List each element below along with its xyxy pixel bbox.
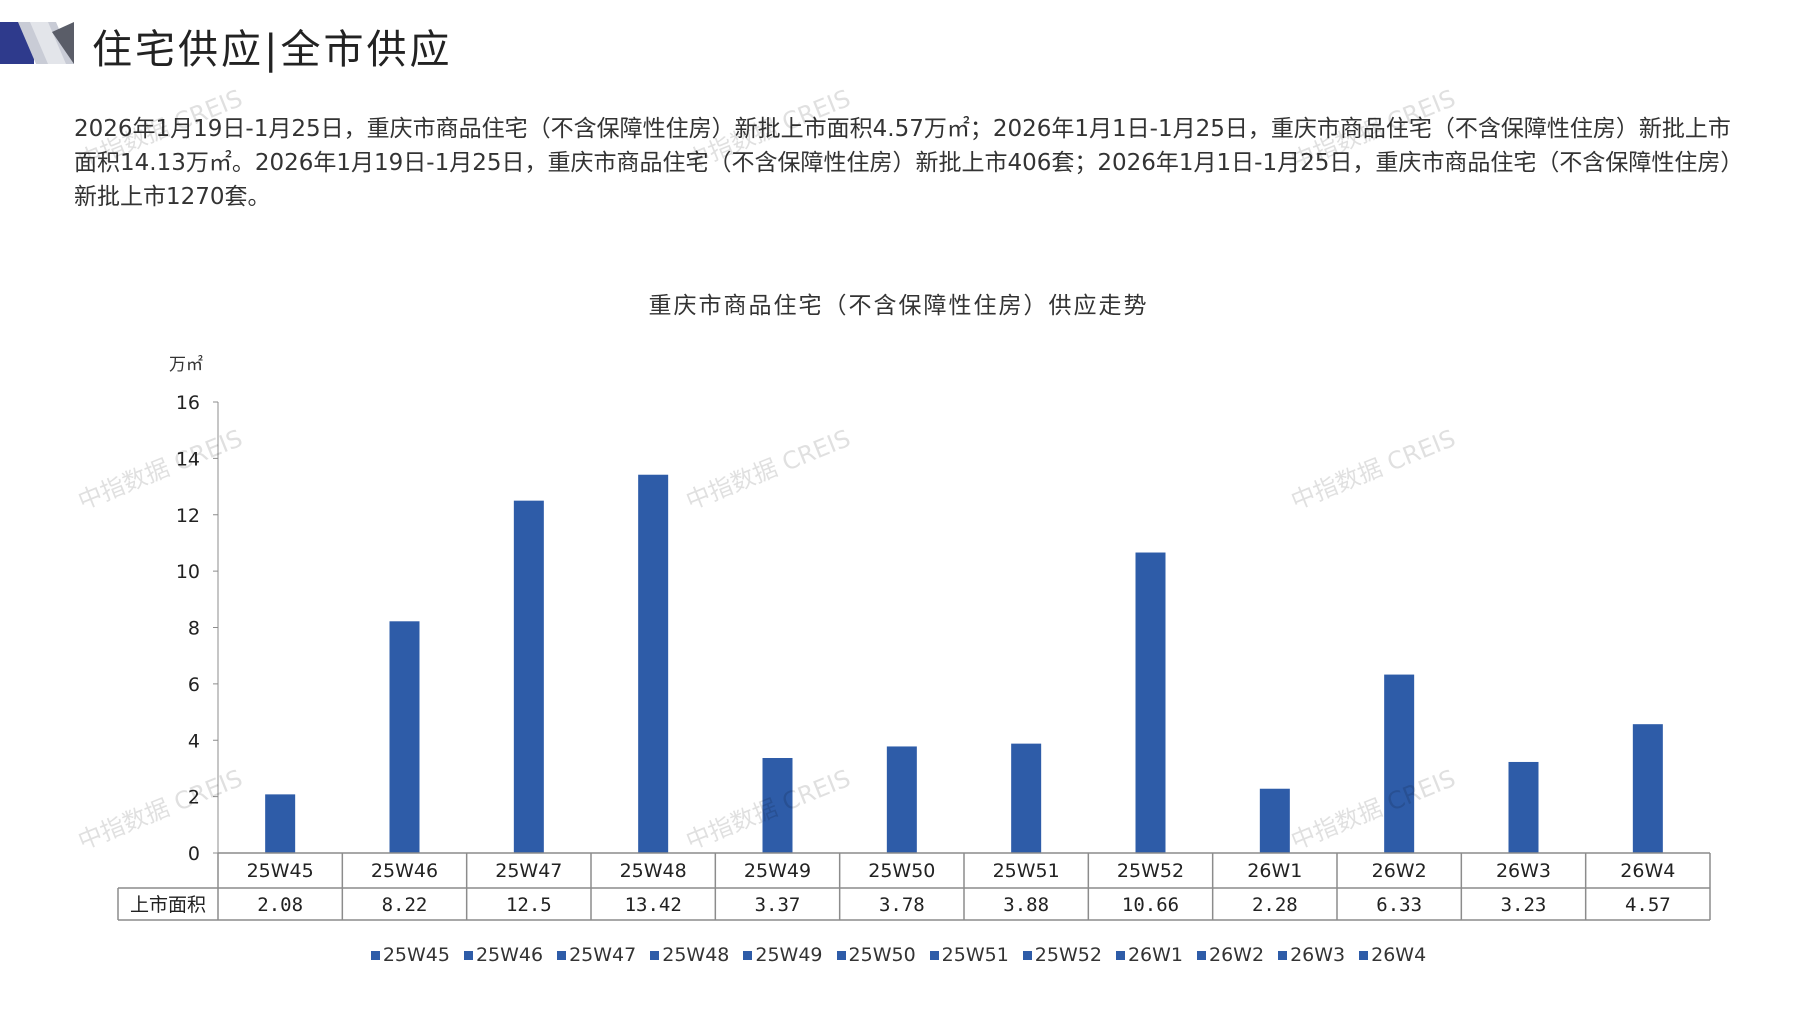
legend-item: 25W49	[743, 944, 823, 966]
bar-25w46	[389, 621, 420, 853]
bar-26w2	[1384, 674, 1415, 853]
legend-swatch-icon	[1115, 951, 1125, 960]
legend-label: 25W51	[941, 944, 1009, 966]
legend-label: 25W45	[382, 944, 450, 966]
x-tick-label: 25W46	[371, 860, 438, 882]
y-tick-label: 0	[188, 843, 200, 865]
chart-title: 重庆市商品住宅（不含保障性住房）供应走势	[648, 293, 1149, 319]
y-tick-label: 6	[188, 674, 200, 696]
bar-25w45	[265, 794, 296, 853]
table-series-label: 上市面积	[130, 894, 206, 916]
legend-swatch-icon	[1197, 951, 1206, 960]
data-label: 6.33	[1376, 894, 1422, 916]
legend-label: 25W49	[755, 944, 823, 966]
data-label: 4.57	[1625, 894, 1671, 916]
y-tick-label: 4	[188, 730, 200, 752]
legend-item: 25W48	[650, 944, 729, 966]
x-tick-label: 25W51	[993, 860, 1060, 882]
bar-25w49	[762, 758, 793, 853]
bar-25w51	[1011, 743, 1042, 853]
legend-item: 25W46	[463, 944, 544, 966]
bar-25w47	[513, 500, 544, 853]
x-tick-label: 25W50	[868, 860, 935, 882]
data-label: 2.08	[257, 894, 303, 916]
legend-label: 25W48	[662, 944, 730, 966]
bar-25w50	[886, 746, 917, 853]
y-tick-label: 8	[188, 618, 200, 640]
legend-swatch-icon	[1278, 951, 1288, 960]
legend-item: 25W51	[929, 944, 1009, 966]
logo-icon	[0, 22, 74, 64]
bar-25w48	[638, 474, 669, 853]
bar-26w3	[1508, 761, 1539, 853]
legend-swatch-icon	[370, 951, 380, 960]
data-label: 13.42	[625, 894, 682, 916]
y-tick-label: 14	[176, 448, 200, 470]
x-tick-label: 25W45	[247, 860, 314, 882]
x-tick-label: 26W4	[1620, 860, 1675, 882]
header: 住宅供应|全市供应	[0, 22, 600, 78]
legend-item: 25W50	[836, 944, 916, 966]
legend-swatch-icon	[929, 951, 939, 960]
legend-label: 25W52	[1034, 944, 1102, 966]
page-title: 住宅供应|全市供应	[92, 27, 453, 73]
legend-label: 26W2	[1209, 944, 1265, 966]
y-tick-label: 2	[188, 787, 200, 809]
data-label: 3.78	[879, 894, 925, 916]
legend-item: 25W47	[557, 944, 636, 966]
y-axis-unit-label: 万㎡	[169, 355, 203, 375]
legend-swatch-icon	[1359, 951, 1369, 960]
supply-trend-chart: 万㎡ 0 2 4 6 8 10 12 14 16 上市面积 25W45 2.08 25W46 8.22 25W…	[117, 355, 1711, 921]
data-label: 10.66	[1122, 894, 1179, 916]
legend-swatch-icon	[743, 951, 753, 960]
bar-26w1	[1259, 788, 1290, 853]
data-label: 12.5	[506, 894, 552, 916]
legend-swatch-icon	[557, 951, 567, 960]
bar-25w52	[1135, 552, 1166, 853]
legend-item: 26W3	[1278, 944, 1345, 966]
data-label: 3.37	[755, 894, 801, 916]
legend-swatch-icon	[650, 951, 660, 960]
data-label: 8.22	[382, 894, 428, 916]
legend-swatch-icon	[1022, 951, 1032, 960]
summary-text: 2026年1月19日-1月25日，重庆市商品住宅（不含保障性住房）新批上市面积4…	[74, 112, 1734, 214]
y-tick-label: 16	[176, 392, 200, 414]
legend-item: 25W45	[370, 944, 450, 966]
chart-legend: 25W45 25W46 25W47 25W48 25W49 25W50 25W51 25W52…	[0, 944, 1797, 966]
data-label: 2.28	[1252, 894, 1298, 916]
data-label: 3.23	[1501, 894, 1547, 916]
legend-item: 25W52	[1022, 944, 1102, 966]
x-tick-label: 26W3	[1496, 860, 1551, 882]
x-tick-label: 25W47	[495, 860, 562, 882]
x-tick-label: 26W2	[1372, 860, 1427, 882]
data-label: 3.88	[1003, 894, 1049, 916]
legend-label: 25W50	[848, 944, 916, 966]
y-tick-label: 10	[176, 561, 200, 583]
summary-paragraph: 2026年1月19日-1月25日，重庆市商品住宅（不含保障性住房）新批上市面积4…	[74, 116, 1732, 210]
legend-item: 26W1	[1115, 944, 1183, 966]
legend-item: 26W4	[1359, 944, 1426, 966]
x-tick-label: 25W52	[1117, 860, 1184, 882]
bar-26w4	[1632, 724, 1663, 853]
legend-label: 26W1	[1127, 944, 1183, 966]
legend-swatch-icon	[836, 951, 846, 960]
x-tick-label: 26W1	[1247, 860, 1302, 882]
legend-label: 26W4	[1371, 944, 1427, 966]
legend-item: 26W2	[1197, 944, 1264, 966]
legend-label: 25W47	[569, 944, 637, 966]
legend-label: 26W3	[1290, 944, 1346, 966]
x-tick-label: 25W48	[620, 860, 687, 882]
x-tick-label: 25W49	[744, 860, 811, 882]
legend-swatch-icon	[463, 951, 473, 960]
y-tick-label: 12	[176, 505, 200, 527]
legend-label: 25W46	[475, 944, 544, 966]
